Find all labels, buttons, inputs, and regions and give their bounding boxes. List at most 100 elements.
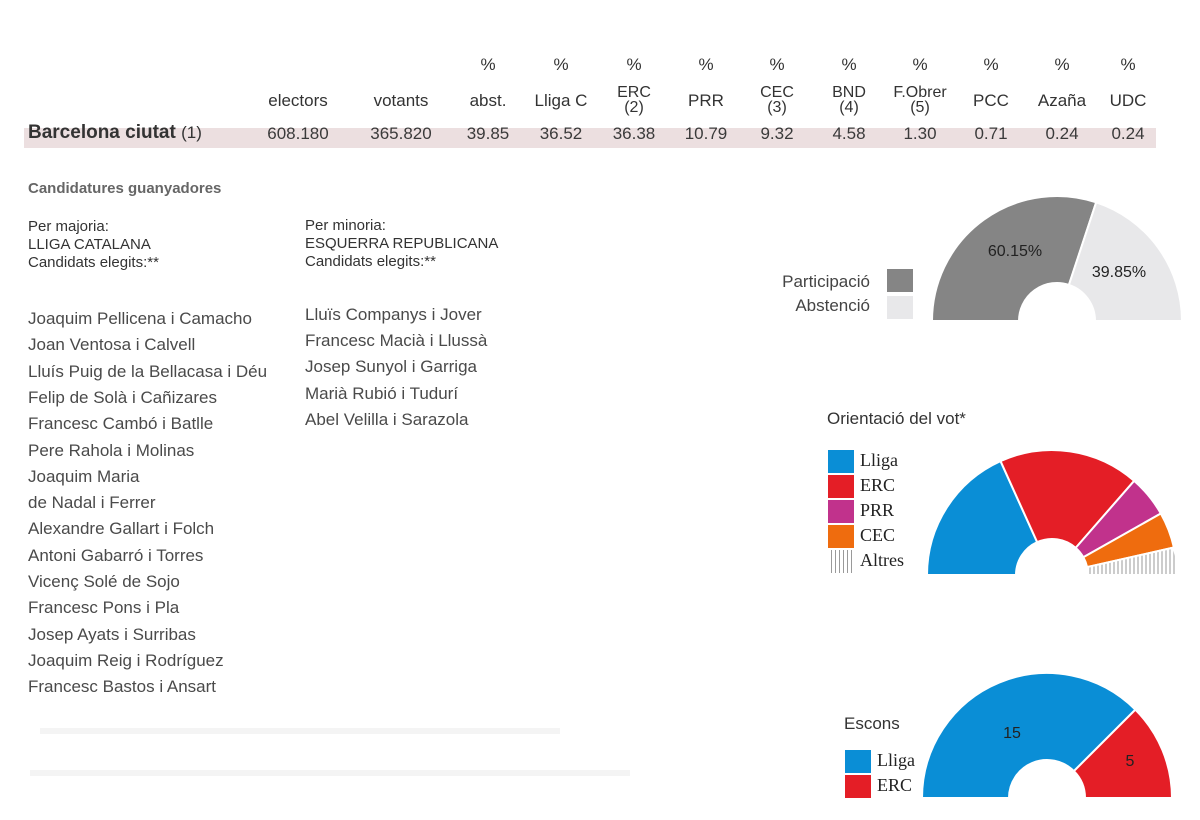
candidate-name: Francesc Cambó i Batlle: [28, 414, 214, 434]
candidate-name: Joaquim Maria: [28, 466, 140, 486]
row-highlight: [24, 128, 1156, 148]
candidate-name: Joaquim Reig i Rodríguez: [28, 650, 224, 670]
candidate-name: Abel Velilla i Sarazola: [305, 409, 469, 429]
legend-label: PRR: [860, 500, 895, 520]
column-header-label: BND: [832, 84, 866, 101]
slice: [930, 195, 1098, 322]
majority-block: Per majoria: LLIGA CATALANA Candidats el…: [28, 218, 159, 272]
column-header: F.Obrer (5): [880, 84, 960, 116]
column-header: CEC (3): [737, 84, 817, 116]
slice: [1067, 201, 1184, 322]
percent-sign: %: [769, 55, 785, 74]
slice: [999, 449, 1136, 550]
candidate-name: Alexandre Gallart i Folch: [28, 519, 215, 539]
region-name: Barcelona ciutat (1): [28, 122, 202, 144]
majority-party: LLIGA CATALANA: [28, 236, 151, 253]
table-cell: 0.71: [974, 124, 1008, 143]
column-header: BND (4): [809, 84, 889, 116]
percent-sign: %: [983, 55, 999, 74]
column-header-label: F.Obrer: [893, 84, 947, 101]
legend-swatch: [845, 775, 871, 798]
percent-sign: %: [553, 55, 569, 74]
percent-sign: %: [841, 55, 857, 74]
candidate-name: Lluïs Companys i Jover: [305, 305, 482, 324]
legend-label: Altres: [860, 550, 904, 570]
legend-swatch: [828, 475, 854, 498]
percent-sign: %: [626, 55, 642, 74]
column-header: ERC (2): [594, 84, 674, 116]
table-cell: 36.52: [539, 124, 583, 143]
candidate-name: Josep Sunyol i Garriga: [305, 357, 477, 377]
slice: [1072, 708, 1174, 799]
legend-label: Lliga: [877, 750, 915, 770]
slice-label: 60.15%: [988, 243, 1042, 260]
seats-half-donut: 15 5: [920, 672, 1174, 799]
column-header: abst.: [469, 91, 507, 110]
legend-swatch: [828, 550, 854, 573]
slice-label: 15: [1003, 725, 1021, 742]
column-header-note: (4): [839, 99, 859, 116]
candidate-name: Josep Ayats i Surribas: [28, 624, 196, 644]
chart-title: Orientació del vot*: [827, 409, 966, 428]
table-cell: 4.58: [832, 124, 866, 143]
minority-elected-label: Candidats elegits:**: [305, 253, 436, 270]
column-header: PRR: [688, 91, 724, 110]
candidate-name: Francesc Pons i Pla: [28, 598, 180, 618]
table-cell: 39.85: [466, 124, 510, 143]
legend-swatch: [845, 750, 871, 773]
candidate-name: de Nadal i Ferrer: [28, 493, 156, 513]
minority-party: ESQUERRA REPUBLICANA: [305, 235, 499, 252]
participation-half-donut: 60.15% 39.85%: [930, 195, 1184, 322]
legend-label: CEC: [860, 525, 896, 545]
table-cell: 10.79: [684, 124, 728, 143]
candidate-name: Marià Rubió i Tudurí: [305, 383, 459, 403]
legend-label: ERC: [860, 475, 896, 495]
slice: [1085, 546, 1179, 576]
column-header-note: (3): [767, 99, 787, 116]
region-label: Barcelona ciutat: [28, 122, 176, 143]
column-header: votants: [373, 91, 429, 110]
candidate-name: Joan Ventosa i Calvell: [28, 335, 196, 355]
candidate-name: Felip de Solà i Cañizares: [28, 387, 217, 407]
candidate-name: Francesc Macià i Llussà: [305, 331, 488, 351]
candidate-name: Vicenç Solé de Sojo: [28, 572, 180, 591]
column-header-label: CEC: [760, 84, 794, 101]
percent-sign: %: [1054, 55, 1070, 74]
slice-label: 39.85%: [1092, 264, 1146, 281]
slice-label: 5: [1126, 753, 1135, 770]
column-header-label: ERC: [617, 84, 651, 101]
legend-swatch: [828, 450, 854, 473]
percent-sign: %: [1120, 55, 1136, 74]
legend-swatch-participacio: [887, 269, 913, 292]
column-header: PCC: [973, 91, 1009, 110]
column-header-note: (2): [624, 99, 644, 116]
legend-label: ERC: [877, 775, 913, 795]
minority-block: Per minoria: ESQUERRA REPUBLICANA Candid…: [305, 217, 498, 271]
blurred-footnote: [30, 770, 630, 776]
table-cell: 1.30: [903, 124, 937, 143]
table-cell: 9.32: [760, 124, 794, 143]
percent-sign: %: [912, 55, 928, 74]
column-header: electors: [268, 91, 328, 110]
table-cell: 0.24: [1045, 124, 1079, 143]
percent-sign: %: [698, 55, 714, 74]
table-cell: 0.24: [1111, 124, 1145, 143]
candidate-name: Joaquim Pellicena i Camacho: [28, 309, 252, 328]
table-cell: 365.820: [370, 124, 432, 143]
minority-label: Per minoria:: [305, 217, 386, 234]
region-note: (1): [181, 123, 202, 142]
table-cell: 608.180: [267, 124, 329, 143]
table-cell: 36.38: [612, 124, 656, 143]
legend-swatch-abstencio: [887, 296, 913, 319]
column-header: UDC: [1109, 91, 1147, 110]
vote-half-donut: [925, 449, 1179, 576]
column-header: Lliga C: [534, 91, 588, 110]
percent-sign: %: [480, 55, 496, 74]
majority-label: Per majoria:: [28, 218, 109, 235]
legend-swatch: [828, 500, 854, 523]
candidate-name: Francesc Bastos i Ansart: [28, 677, 217, 697]
slice: [925, 459, 1039, 576]
legend-label-abstencio: Abstenció: [795, 296, 870, 315]
column-header-note: (5): [910, 99, 930, 116]
slice: [920, 672, 1137, 799]
